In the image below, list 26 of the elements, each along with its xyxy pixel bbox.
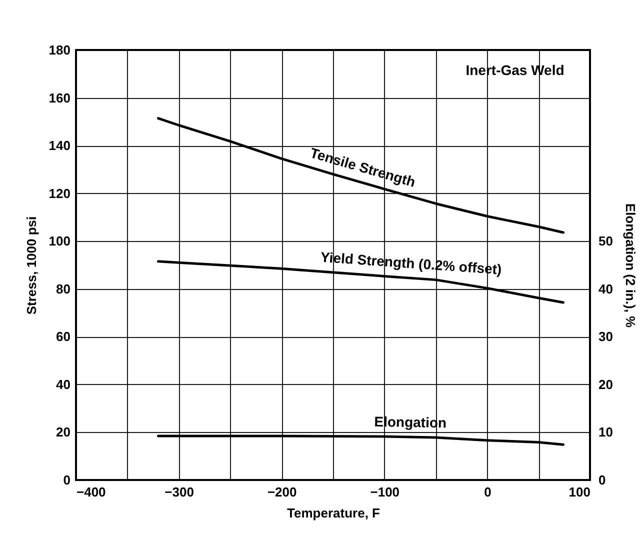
y-tick-label: 20 (56, 424, 70, 440)
y-tick-label: 180 (48, 42, 70, 58)
y-tick-label: 40 (56, 376, 70, 392)
series-label: Yield Strength (0.2% offset) (320, 248, 502, 278)
x-tick-label: −200 (267, 484, 297, 500)
y-tick-label: 80 (56, 281, 70, 296)
y2-tick-label: 30 (598, 329, 613, 344)
x-tick-label: 100 (568, 484, 590, 500)
y2-tick-label: 20 (598, 376, 613, 392)
x-tick-label: −100 (370, 484, 400, 500)
y-tick-label: 140 (48, 138, 70, 154)
y2-tick-label: 40 (598, 281, 613, 296)
y-axis-title: Stress, 1000 psi (24, 216, 39, 315)
x-tick-label: −300 (164, 484, 194, 500)
y-tick-label: 120 (48, 186, 70, 201)
x-tick-label: 0 (484, 484, 492, 500)
y-tick-label: 0 (63, 472, 70, 488)
y2-tick-label: 50 (598, 234, 613, 249)
x-tick-label: −400 (76, 484, 106, 500)
y2-tick-label: 10 (598, 424, 613, 440)
y2-axis-title: Elongation (2 in.), % (622, 203, 638, 328)
y-tick-label: 60 (56, 329, 70, 344)
y-tick-label: 100 (48, 234, 70, 249)
y-tick-label: 160 (48, 90, 70, 106)
y2-tick-label: 0 (598, 472, 606, 488)
x-axis-title: Temperature, F (287, 506, 380, 520)
